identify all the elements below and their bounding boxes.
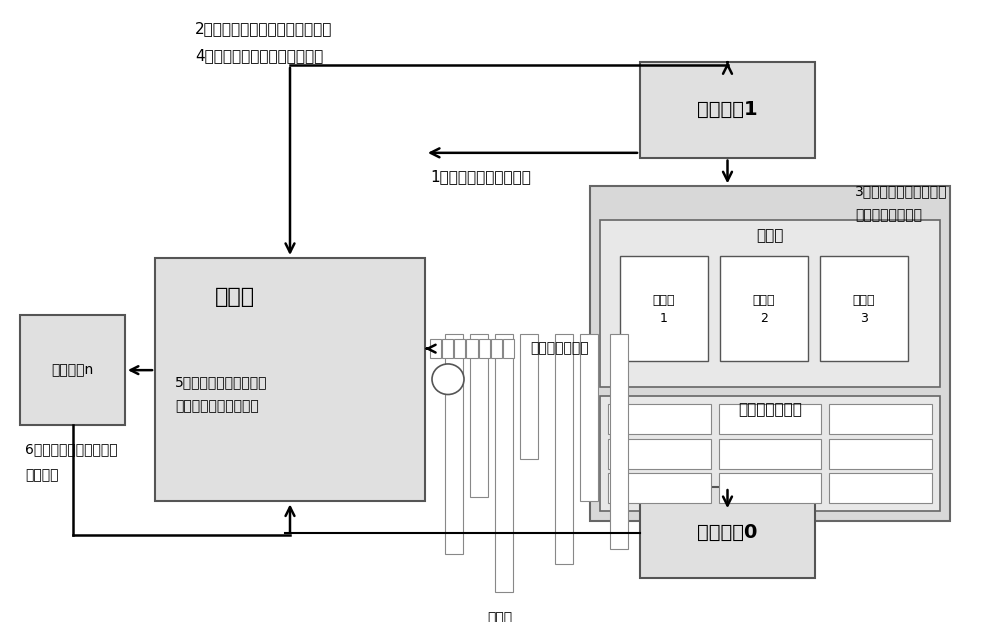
Bar (470, 334, 488, 497)
Bar (590, 186, 950, 521)
Text: 处理器核0: 处理器核0 (697, 523, 758, 542)
Bar (640, 487, 815, 578)
Bar (491, 339, 502, 358)
Text: 描述信息写入内存: 描述信息写入内存 (855, 208, 922, 222)
Bar (829, 404, 932, 434)
Bar (454, 339, 465, 358)
Bar (608, 439, 711, 469)
Text: 数据包: 数据包 (487, 611, 513, 622)
Text: 物理外讽n: 物理外讽n (51, 363, 94, 377)
Text: 仲裁器: 仲裁器 (215, 287, 255, 307)
Text: 6、满足发送条件，启动: 6、满足发送条件，启动 (25, 442, 118, 456)
Text: 优先级: 优先级 (853, 294, 875, 307)
Bar (600, 220, 940, 387)
Bar (829, 439, 932, 469)
Bar (640, 62, 815, 157)
Text: 3: 3 (860, 312, 868, 325)
Bar (608, 473, 711, 503)
Bar (495, 334, 513, 592)
Circle shape (432, 364, 464, 394)
Text: 处理器核1: 处理器核1 (697, 100, 758, 119)
Bar (720, 256, 808, 361)
Bar (820, 256, 908, 361)
Bar (466, 339, 478, 358)
Text: 3、按优先级把数据包和: 3、按优先级把数据包和 (855, 184, 948, 198)
Bar (155, 258, 425, 501)
Bar (600, 396, 940, 511)
Text: 数据发送: 数据发送 (25, 469, 58, 483)
Text: 4、更新数据包描述信息写指针: 4、更新数据包描述信息写指针 (195, 48, 323, 63)
Bar (430, 339, 441, 358)
Text: 2: 2 (760, 312, 768, 325)
Bar (580, 334, 598, 501)
Text: 优先级: 优先级 (653, 294, 675, 307)
Text: 优先级: 优先级 (753, 294, 775, 307)
Text: 1: 1 (660, 312, 668, 325)
Bar (442, 339, 453, 358)
Text: 1、优先级配置信息上送: 1、优先级配置信息上送 (430, 169, 531, 184)
Text: 数据包: 数据包 (756, 228, 784, 243)
Bar (719, 439, 821, 469)
Bar (719, 404, 821, 434)
Bar (610, 334, 628, 549)
Text: 2、优先级内存分配信息，并下发: 2、优先级内存分配信息，并下发 (195, 21, 332, 36)
Bar (829, 473, 932, 503)
Text: 数据包描述信息: 数据包描述信息 (530, 341, 589, 356)
Bar (520, 334, 538, 458)
Text: 数据包描述信息: 数据包描述信息 (738, 402, 802, 417)
Bar (503, 339, 514, 358)
Bar (719, 473, 821, 503)
Bar (620, 256, 708, 361)
Bar (555, 334, 573, 564)
Bar (20, 315, 125, 425)
Bar (479, 339, 490, 358)
Bar (445, 334, 463, 554)
Text: 描述信息的优先级队列: 描述信息的优先级队列 (175, 399, 259, 413)
Text: 5、查询外设空闲状态和: 5、查询外设空闲状态和 (175, 375, 268, 389)
Bar (608, 404, 711, 434)
